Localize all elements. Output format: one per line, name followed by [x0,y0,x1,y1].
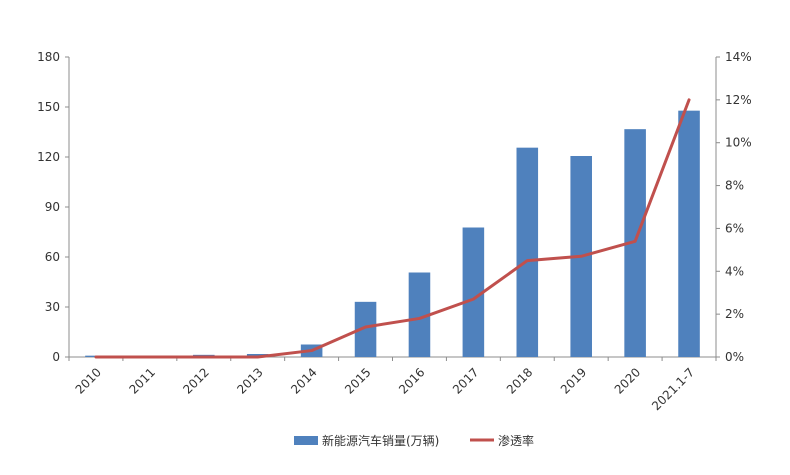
x-axis-labels: 2010 2011 2012 2013 2014 2015 2016 2017 2018 2019… [73,365,698,413]
x-tick-label: 2016 [396,365,427,396]
x-tick-label: 2021.1-7 [649,365,697,413]
left-tick-label: 0 [52,350,60,364]
bar-series [85,111,700,357]
left-tick-label: 180 [37,50,60,64]
right-tick-label: 12% [725,93,752,107]
right-tick-label: 14% [725,50,752,64]
x-tick-label: 2014 [288,365,319,396]
right-tick-label: 6% [725,221,744,235]
line-series [96,100,689,357]
left-tick-label: 120 [37,150,60,164]
axes [69,57,716,361]
x-tick-label: 2018 [504,365,535,396]
right-tick-label: 10% [725,136,752,150]
right-tick-label: 8% [725,179,744,193]
x-tick-label: 2015 [342,365,373,396]
left-axis-ticks: 0 30 60 90 120 150 180 [37,50,69,364]
legend-label-sales: 新能源汽车销量(万辆) [322,433,439,448]
right-axis-ticks: 0% 2% 4% 6% 8% 10% 12% 14% [716,50,752,364]
legend-swatch-sales [294,436,318,445]
left-tick-label: 60 [45,250,60,264]
legend-label-penetration: 渗透率 [498,433,534,448]
right-tick-label: 0% [725,350,744,364]
bar [678,111,700,357]
penetration-line [96,100,689,357]
x-tick-label: 2010 [73,365,104,396]
x-tick-label: 2020 [612,365,643,396]
x-tick-label: 2019 [558,365,589,396]
bar [517,148,539,357]
left-tick-label: 150 [37,100,60,114]
right-tick-label: 4% [725,264,744,278]
left-tick-label: 90 [45,200,60,214]
x-tick-label: 2013 [234,365,265,396]
legend: 新能源汽车销量(万辆) 渗透率 [294,433,534,448]
left-tick-label: 30 [45,300,60,314]
x-tick-label: 2011 [126,365,157,396]
x-tick-label: 2017 [450,365,481,396]
right-tick-label: 2% [725,307,744,321]
x-tick-label: 2012 [180,365,211,396]
